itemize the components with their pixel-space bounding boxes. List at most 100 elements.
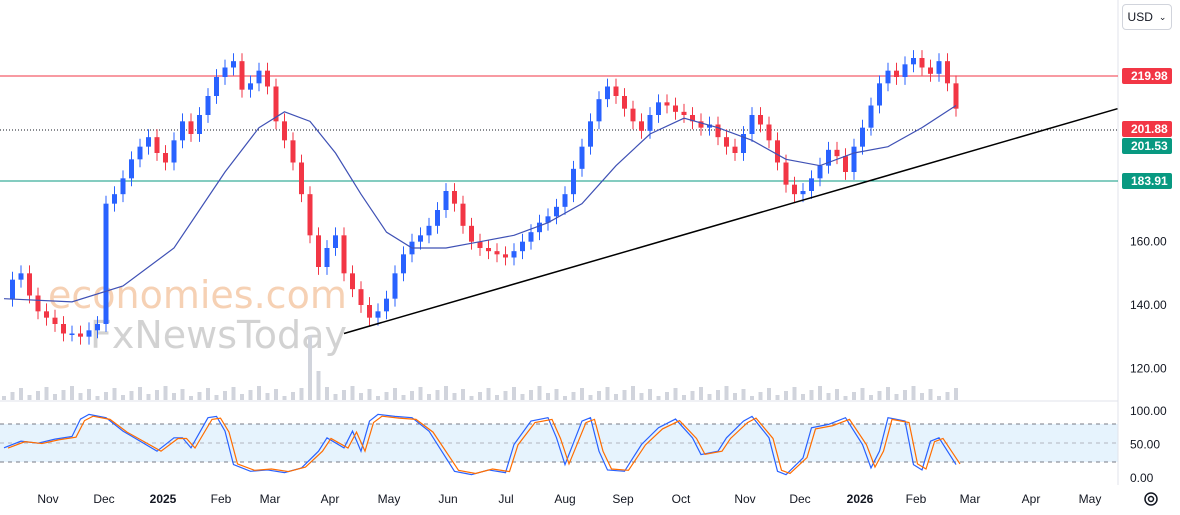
time-tick-label: Jul <box>498 492 513 506</box>
volume-bar <box>928 389 933 400</box>
candle-body <box>809 178 814 191</box>
candle-body <box>698 121 704 128</box>
candle-body <box>647 115 653 131</box>
candle-body <box>630 108 636 122</box>
candle-body <box>401 254 406 274</box>
volume-bar <box>112 388 117 400</box>
candle-body <box>282 121 287 141</box>
candle-body <box>350 273 355 290</box>
candle-body <box>426 225 432 236</box>
volume-bar <box>784 391 788 400</box>
volume-bar <box>469 396 474 400</box>
level-label: 201.53 <box>1131 139 1168 153</box>
volume-bar <box>699 387 703 400</box>
candle-body <box>78 333 83 337</box>
volume-bars <box>2 335 958 400</box>
candle-body <box>766 124 772 141</box>
volume-bar <box>2 396 6 400</box>
time-tick-label: Mar <box>960 492 981 506</box>
volume-bar <box>758 392 763 400</box>
candle-body <box>163 153 168 163</box>
volume-bar <box>954 388 958 400</box>
candle-body <box>367 305 372 318</box>
currency-selector[interactable]: USD ⌄ <box>1122 4 1172 30</box>
candle-body <box>392 273 398 299</box>
candle-body <box>817 165 823 179</box>
stochastic-d-line <box>7 415 961 475</box>
candle-body <box>95 324 100 331</box>
volume-bar <box>367 389 372 400</box>
trendline[interactable] <box>343 107 1118 335</box>
volume-bar <box>767 388 771 400</box>
candle-body <box>919 58 925 68</box>
time-tick-label: Jun <box>438 492 457 506</box>
volume-bar <box>741 389 746 400</box>
volume-bar <box>622 390 627 400</box>
candle-body <box>375 311 381 318</box>
candle-body <box>180 121 185 141</box>
watermark-line1: economies.com <box>48 273 347 317</box>
candle-body <box>418 235 423 242</box>
candle-body <box>741 134 746 153</box>
candle-body <box>622 96 627 109</box>
candle-body <box>265 70 270 87</box>
volume-bar <box>631 386 635 400</box>
volume-bar <box>580 388 584 400</box>
candle-body <box>52 317 58 324</box>
volume-bar <box>461 389 465 400</box>
candle-body <box>256 70 262 84</box>
candle-body <box>443 191 449 210</box>
volume-bar <box>614 394 618 400</box>
volume-bar <box>690 391 695 400</box>
time-tick-label: Sep <box>612 492 634 506</box>
candle-body <box>545 216 551 223</box>
candle-body <box>894 70 899 77</box>
volume-bar <box>563 396 567 400</box>
volume-bar <box>350 386 355 400</box>
volume-bar <box>444 386 448 400</box>
candle-body <box>877 83 882 106</box>
candle-body <box>27 273 32 296</box>
candle-body <box>112 194 117 204</box>
volume-bar <box>546 393 550 400</box>
candle-body <box>792 184 797 195</box>
volume-bar <box>869 395 873 400</box>
candle-body <box>18 273 24 280</box>
volume-bar <box>486 388 491 400</box>
candle-body <box>656 102 661 115</box>
volume-bar <box>384 392 389 400</box>
volume-bar <box>316 371 321 400</box>
candle-body <box>613 86 619 96</box>
moving-average-line <box>3 104 957 303</box>
volume-bar <box>537 386 542 400</box>
volume-bar <box>291 392 295 400</box>
candle-body <box>596 99 602 122</box>
watermark-line2: FxNewsToday <box>90 313 347 357</box>
time-tick-label: Dec <box>93 492 114 506</box>
candle-body <box>936 61 942 74</box>
candle-body <box>851 146 857 172</box>
candle-body <box>384 298 389 312</box>
volume-bar <box>240 394 244 400</box>
volume-bar <box>945 392 950 400</box>
volume-bar <box>146 394 151 400</box>
time-tick-label: Dec <box>789 492 810 506</box>
candle-body <box>460 203 466 226</box>
volume-bar <box>61 390 66 400</box>
gear-icon[interactable] <box>1141 489 1161 509</box>
volume-bar <box>70 386 74 400</box>
candle-body <box>681 111 687 115</box>
candle-body <box>554 206 559 217</box>
volume-bar <box>53 394 57 400</box>
volume-bar <box>716 390 720 400</box>
candle-body <box>137 146 143 160</box>
candle-body <box>188 121 194 134</box>
candle-body <box>358 289 364 305</box>
volume-bar <box>886 387 890 400</box>
level-label-bg <box>1122 138 1172 154</box>
volume-bar <box>359 393 363 400</box>
volume-bar <box>231 387 236 400</box>
candle-body <box>120 178 126 195</box>
